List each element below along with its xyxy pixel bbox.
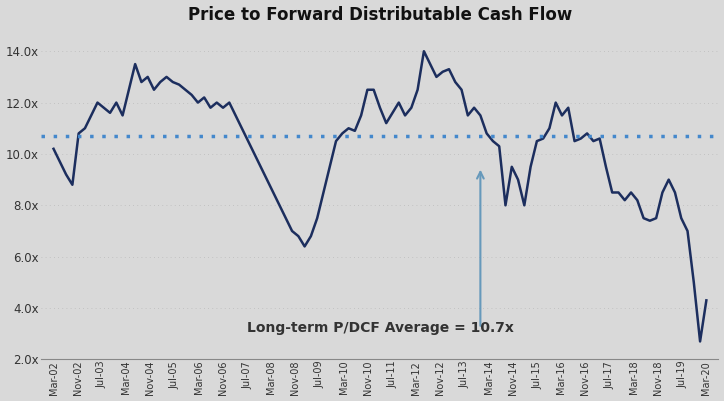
Title: Price to Forward Distributable Cash Flow: Price to Forward Distributable Cash Flow: [188, 6, 572, 24]
Text: Long-term P/DCF Average = 10.7x: Long-term P/DCF Average = 10.7x: [246, 321, 513, 335]
